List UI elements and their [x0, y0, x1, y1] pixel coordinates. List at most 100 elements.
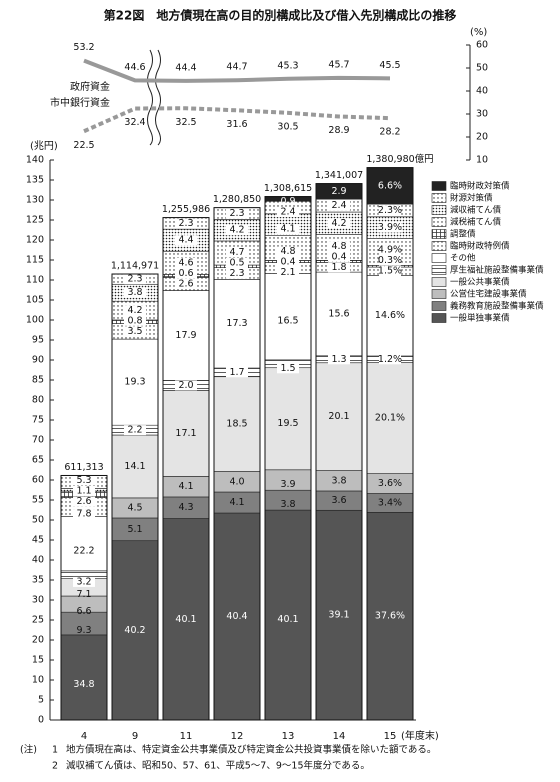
data-label: 4.4 — [178, 235, 193, 246]
y2-tick-label: 30 — [476, 109, 488, 120]
x-tick-label: 13 — [282, 731, 295, 742]
label-background — [328, 218, 350, 229]
label-background — [379, 266, 401, 277]
legend-swatch — [431, 277, 447, 287]
data-label: 4.7 — [229, 247, 244, 258]
data-label: 37.6% — [375, 611, 405, 622]
x-tick-label: 15 — [384, 731, 397, 742]
data-label: 45.5 — [379, 60, 400, 71]
data-label: 44.6 — [124, 62, 145, 73]
data-label: 16.5 — [277, 316, 298, 327]
y-axis-label: (兆円) — [30, 140, 58, 152]
y-tick-label: 65 — [32, 455, 44, 466]
data-label: 4.9% — [378, 245, 402, 256]
x-tick-label: 11 — [180, 731, 193, 742]
data-label: 6.6% — [378, 180, 402, 191]
label-background — [73, 496, 95, 507]
label-background — [277, 207, 299, 218]
data-label: 2.3 — [229, 208, 244, 219]
y-tick-label: 10 — [32, 675, 44, 686]
legend-swatch — [431, 253, 447, 263]
label-background — [175, 380, 197, 391]
y-tick-label: 15 — [32, 655, 44, 666]
y-tick-label: 40 — [32, 555, 44, 566]
line — [83, 106, 391, 134]
y2-tick-label: 20 — [476, 132, 488, 143]
legend-swatch — [431, 205, 447, 215]
data-label: 4.2 — [229, 225, 244, 236]
label-background — [328, 354, 350, 365]
data-label: 45.3 — [277, 60, 298, 71]
bar-total — [111, 273, 159, 721]
y-tick-label: 130 — [26, 195, 44, 206]
data-label: 1.2% — [378, 354, 402, 365]
y-tick-label: 125 — [26, 215, 44, 226]
bar-segment — [366, 362, 414, 474]
data-label: 19.3 — [124, 377, 145, 388]
legend-swatch — [431, 289, 447, 299]
legend-swatch — [431, 241, 447, 251]
legend-label: 調整債 — [450, 229, 476, 240]
label-background — [124, 305, 146, 316]
bar-segment — [213, 376, 261, 472]
data-label: 19.5 — [277, 418, 298, 429]
data-label: 1.3 — [331, 354, 346, 365]
data-label: 3.8 — [331, 475, 346, 486]
bar-segment — [60, 516, 108, 572]
notes-label: (注) — [20, 744, 37, 756]
data-label: 53.2 — [73, 42, 94, 53]
bar-total — [60, 474, 108, 721]
data-label: 4.1 — [280, 224, 295, 235]
y-tick-label: 35 — [32, 575, 44, 586]
bar-segment — [264, 273, 312, 361]
label-background — [277, 363, 299, 374]
label-background — [175, 218, 197, 229]
label-background — [226, 247, 248, 258]
label-background — [73, 475, 95, 486]
label-background — [175, 257, 197, 268]
data-label: 40.1 — [277, 614, 298, 625]
label-background — [124, 287, 146, 298]
legend-label: 財源対策債 — [450, 193, 493, 204]
y-tick-label: 120 — [26, 235, 44, 246]
data-label: 17.1 — [175, 428, 196, 439]
y-tick-label: 80 — [32, 395, 44, 406]
legend-swatch — [431, 229, 447, 239]
y-tick-label: 60 — [32, 475, 44, 486]
data-label: 15.6 — [328, 308, 349, 319]
data-label: 14.1 — [124, 461, 145, 472]
bar-segment — [366, 167, 414, 205]
label-background — [277, 267, 299, 278]
total-label: 1,341,007 — [315, 170, 363, 181]
y-tick-label: 100 — [26, 315, 44, 326]
data-label: 2.4 — [331, 200, 346, 211]
data-label: 1.7 — [229, 367, 244, 378]
label-background — [175, 268, 197, 279]
data-label: 3.9% — [378, 222, 402, 233]
data-label: 4.1 — [229, 497, 244, 508]
bar-segment — [111, 434, 159, 499]
data-label: 1.5% — [378, 266, 402, 277]
label-background — [226, 208, 248, 219]
data-label: 3.8 — [127, 287, 142, 298]
bar-segment — [315, 509, 363, 721]
data-label: 2.4 — [280, 207, 295, 218]
legend-label: 臨時財政対策債 — [450, 181, 510, 192]
bar-segment — [162, 290, 210, 381]
bar-total — [213, 207, 261, 721]
legend-label: 臨時財政特例債 — [450, 241, 510, 252]
legend-swatch — [431, 301, 447, 311]
legend-swatch — [431, 181, 447, 191]
data-label: 22.5 — [73, 140, 94, 151]
data-label: 5.1 — [127, 524, 142, 535]
label-background — [328, 241, 350, 252]
label-background — [124, 274, 146, 285]
y-tick-label: 75 — [32, 415, 44, 426]
y-tick-label: 90 — [32, 355, 44, 366]
data-label: 45.7 — [328, 59, 349, 70]
legend-label: 一般単独事業債 — [450, 313, 510, 324]
data-label: 1.5 — [280, 363, 295, 374]
x-tick-label: 4 — [81, 731, 87, 742]
label-background — [328, 251, 350, 262]
